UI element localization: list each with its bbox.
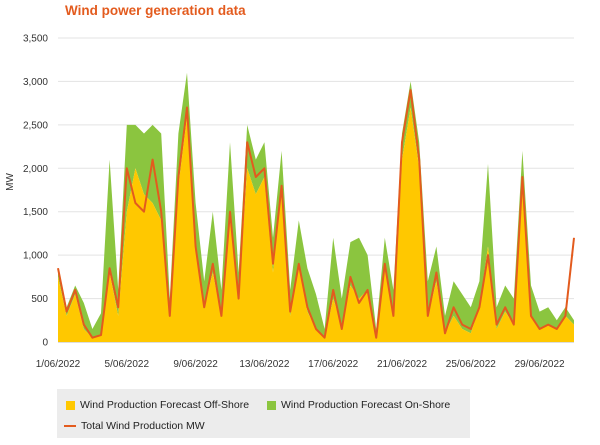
- area-series: [58, 72, 574, 342]
- x-tick-label-2: 9/06/2022: [173, 359, 218, 370]
- legend-item-onshore: Wind Production Forecast On-Shore: [267, 399, 450, 411]
- x-tick-label-0: 1/06/2022: [36, 359, 81, 370]
- y-tick-label-2: 1,000: [23, 251, 48, 262]
- legend-swatch-onshore: [267, 400, 276, 410]
- legend: Wind Production Forecast Off-Shore Wind …: [57, 389, 470, 438]
- chart-plot: 0 500 1,000 1,500 2,000 2,500 3,000 3,500 1/06/…: [5, 34, 575, 370]
- x-tick-label-1: 5/06/2022: [105, 359, 150, 370]
- y-tick-label-0: 0: [42, 338, 48, 349]
- legend-label-onshore: Wind Production Forecast On-Shore: [281, 399, 451, 411]
- legend-swatch-offshore: [66, 400, 75, 410]
- legend-item-offshore: Wind Production Forecast Off-Shore: [66, 399, 249, 411]
- legend-label-total: Total Wind Production MW: [81, 420, 205, 432]
- legend-item-total: Total Wind Production MW: [64, 420, 205, 432]
- x-axis-ticks: 1/06/2022 5/06/2022 9/06/2022 13/06/2022 17/…: [36, 359, 565, 370]
- area-onshore: [58, 72, 574, 338]
- x-tick-label-3: 13/06/2022: [239, 359, 289, 370]
- x-tick-label-5: 21/06/2022: [377, 359, 427, 370]
- y-tick-label-7: 3,500: [23, 34, 48, 45]
- y-axis-label: MW: [5, 173, 16, 191]
- y-tick-label-1: 500: [31, 294, 48, 305]
- y-tick-label-4: 2,000: [23, 164, 48, 175]
- x-tick-label-4: 17/06/2022: [308, 359, 358, 370]
- chart-title: Wind power generation data: [65, 3, 246, 18]
- x-tick-label-6: 25/06/2022: [446, 359, 496, 370]
- y-axis-ticks: 0 500 1,000 1,500 2,000 2,500 3,000 3,500: [23, 34, 48, 349]
- y-tick-label-6: 3,000: [23, 77, 48, 88]
- area-offshore: [58, 107, 574, 342]
- x-tick-label-7: 29/06/2022: [515, 359, 565, 370]
- line-total: [57, 89, 575, 339]
- legend-label-offshore: Wind Production Forecast Off-Shore: [80, 399, 250, 411]
- legend-swatch-total: [64, 425, 76, 427]
- y-tick-label-5: 2,500: [23, 120, 48, 131]
- line-series: [57, 89, 575, 339]
- y-tick-label-3: 1,500: [23, 207, 48, 218]
